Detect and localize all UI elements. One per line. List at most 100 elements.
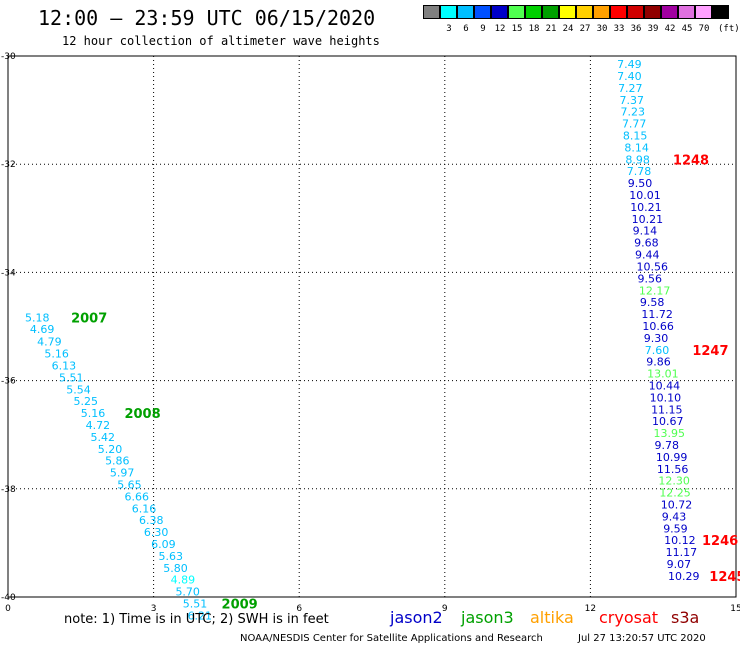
legend-swatch [474,5,491,19]
legend-swatch [423,5,440,19]
swh-data-label: 6.38 [139,514,164,527]
legend-swatch-label: 9 [480,24,486,34]
legend-swatch-label: 39 [647,24,659,34]
swh-data-label: 5.51 [59,371,84,384]
legend-swatch [491,5,508,19]
legend-swatch-label: 6 [463,24,469,34]
swh-data-label: 6.66 [124,490,149,503]
swh-data-label: 7.77 [622,118,647,131]
time-label: 1247 [692,344,728,359]
x-tick-label: 15 [730,604,740,614]
swh-data-label: 5.63 [158,550,183,563]
swh-data-label: 10.67 [652,415,684,428]
swh-data-label: 5.16 [81,407,106,420]
swh-data-label: 9.78 [654,439,679,452]
swh-data-label: 10.72 [661,498,693,511]
swh-data-label: 6.13 [52,359,77,372]
swh-data-label: 7.60 [645,344,670,357]
y-tick-label: -36 [1,377,16,387]
legend-swatch [661,5,678,19]
time-label: 2007 [71,311,107,326]
time-label: 1246 [702,534,738,549]
swh-data-label: 9.43 [662,510,687,523]
legend-swatch [440,5,457,19]
y-tick-label: -34 [1,268,16,278]
legend-swatch [508,5,525,19]
swh-data-label: 13.95 [653,427,685,440]
legend-swatch-label: 36 [630,24,642,34]
swh-data-label: 12.30 [658,475,690,488]
swh-data-label: 10.56 [637,260,669,273]
legend-swatch-label: 42 [664,24,676,34]
time-label: 1248 [673,153,709,168]
swh-data-label: 9.56 [637,272,662,285]
swh-data-label: 11.15 [651,403,683,416]
swh-data-label: 9.30 [644,332,669,345]
swh-data-label: 11.72 [641,308,673,321]
swh-data-label: 4.89 [171,574,196,587]
swh-data-label: 8.14 [624,141,649,154]
swh-data-label: 9.86 [646,356,671,369]
legend-swatch-label: 45 [681,24,693,34]
footer-credit: NOAA/NESDIS Center for Satellite Applica… [240,633,543,644]
swh-data-label: 7.49 [617,58,642,71]
swh-data-label: 4.79 [37,336,62,349]
legend-swatch-label: 70 [698,24,710,34]
satellite-legend-altika: altika [530,608,574,627]
swh-data-label: 11.56 [657,463,689,476]
y-tick-label: -38 [1,485,16,495]
swh-data-label: 9.44 [635,249,660,262]
legend-swatch [576,5,593,19]
legend-swatch [457,5,474,19]
legend-swatch-label: 33 [613,24,625,34]
legend-swatch [678,5,695,19]
swh-data-label: 10.01 [629,189,661,202]
swh-data-label: 10.44 [649,379,681,392]
swh-data-label: 5.18 [25,311,49,324]
swh-data-label: 6.09 [151,538,176,551]
swh-data-label: 5.54 [66,383,91,396]
swh-data-label: 13.01 [647,368,679,381]
swh-data-label: 9.07 [667,558,692,571]
swh-data-label: 7.37 [620,94,645,107]
note-text: note: 1) Time is in UTC; 2) SWH is in fe… [64,612,329,627]
chart-subtitle: 12 hour collection of altimeter wave hei… [62,34,380,48]
swh-data-label: 5.86 [105,455,130,468]
legend-swatch-label: 12 [494,24,506,34]
x-tick-label: 6 [296,604,302,614]
legend-swatch [627,5,644,19]
swh-data-label: 5.97 [110,467,135,480]
swh-data-label: 5.16 [44,348,69,361]
legend-swatch [542,5,559,19]
legend-swatch [695,5,712,19]
swh-data-label: 8.98 [625,153,650,166]
swh-data-label: 9.50 [628,177,653,190]
swh-data-label: 4.69 [30,323,55,336]
swh-data-label: 5.25 [74,395,99,408]
x-tick-label: 9 [442,604,448,614]
swh-data-label: 10.21 [630,201,662,214]
swh-data-label: 9.59 [663,522,688,535]
swh-data-label: 9.68 [634,237,659,250]
legend-swatch-label: 3 [446,24,452,34]
legend-unit: (ft) [718,24,740,34]
y-tick-label: -30 [1,52,16,62]
swh-data-label: 7.78 [627,165,652,178]
legend-swatch [593,5,610,19]
swh-data-label: 5.42 [91,431,116,444]
swh-data-label: 10.29 [668,570,700,583]
legend-swatch [559,5,576,19]
swh-data-label: 11.17 [666,546,698,559]
swh-data-label: 6.16 [132,502,157,515]
swh-data-label: 10.21 [632,213,664,226]
legend-swatch [644,5,661,19]
swh-data-label: 10.12 [664,534,696,547]
swh-data-label: 12.25 [659,487,691,500]
swh-data-label: 7.27 [618,82,643,95]
swh-data-label: 5.51 [183,597,208,610]
swh-data-label: 10.66 [642,320,674,333]
swh-data-label: 4.72 [86,419,111,432]
x-tick-label: 3 [151,604,157,614]
chart-title: 12:00 — 23:59 UTC 06/15/2020 [38,6,376,30]
